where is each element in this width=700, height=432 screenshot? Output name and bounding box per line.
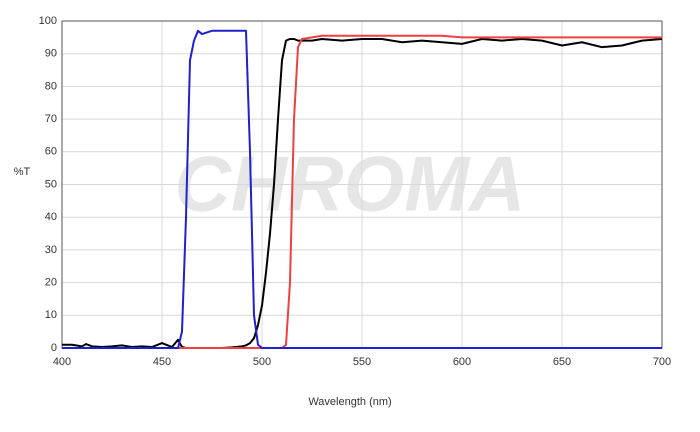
y-axis-label: %T: [14, 166, 31, 178]
x-tick-label: 450: [153, 356, 171, 368]
y-tick-label: 40: [45, 211, 57, 223]
x-tick-label: 400: [53, 356, 71, 368]
series-line: [62, 29, 662, 349]
x-axis-label: Wavelength (nm): [308, 396, 391, 408]
y-tick-label: 60: [45, 146, 57, 158]
y-tick-label: 90: [45, 48, 57, 60]
y-tick-label: 50: [45, 178, 57, 190]
y-tick-label: 0: [51, 342, 57, 354]
x-tick-label: 600: [453, 356, 471, 368]
y-tick-label: 20: [45, 277, 57, 289]
y-tick-label: 80: [45, 80, 57, 92]
y-tick-label: 30: [45, 244, 57, 256]
x-tick-label: 700: [653, 356, 671, 368]
x-tick-label: 500: [253, 356, 271, 368]
y-tick-label: 70: [45, 113, 57, 125]
y-tick-label: 100: [39, 15, 57, 27]
watermark: CHROMA: [175, 140, 526, 228]
series-line: [62, 37, 663, 349]
y-tick-label: 10: [45, 309, 57, 321]
x-tick-label: 650: [553, 356, 571, 368]
x-tick-label: 550: [353, 356, 371, 368]
